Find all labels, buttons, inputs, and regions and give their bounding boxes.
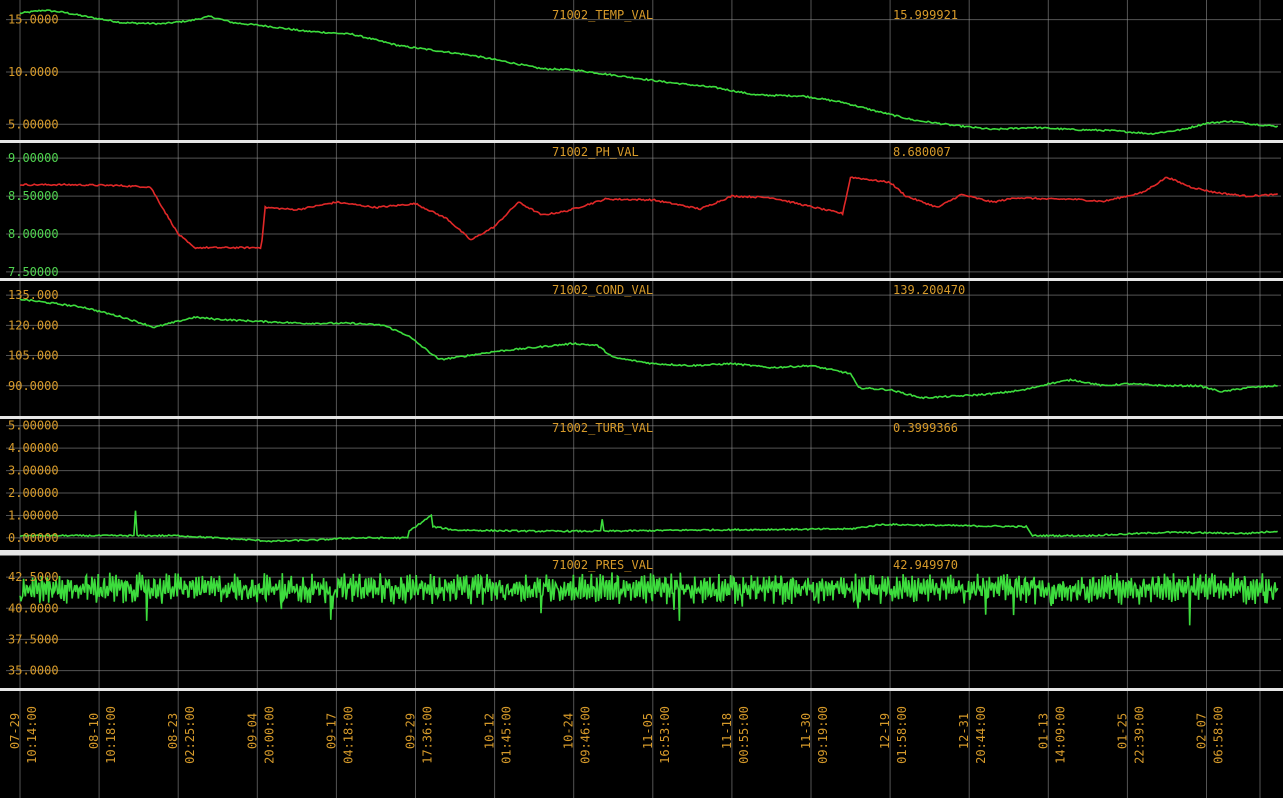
series-line-0	[19, 9, 1279, 136]
series-line-2	[19, 298, 1278, 400]
y-tick-label: 8.00000	[8, 227, 59, 241]
x-tick-time: 06:58:00	[1212, 706, 1226, 764]
y-tick-label: 42.5000	[8, 570, 59, 584]
y-tick-label: 135.000	[8, 288, 59, 302]
x-tick-time: 01:45:00	[500, 706, 514, 764]
panel-title: 71002_PH_VAL	[552, 145, 639, 159]
x-tick-time: 14:09:00	[1053, 706, 1067, 764]
x-tick-time: 02:25:00	[183, 706, 197, 764]
y-tick-label: 9.00000	[8, 151, 59, 165]
y-tick-label: 5.00000	[8, 117, 59, 131]
x-tick-date: 11-18	[720, 713, 734, 749]
y-tick-label: 4.00000	[8, 441, 59, 455]
y-tick-label: 8.50000	[8, 189, 59, 203]
panel-title: 71002_PRES_VAL	[552, 558, 653, 572]
x-tick-date: 09-04	[245, 713, 259, 749]
x-tick-date: 08-10	[87, 713, 101, 749]
x-tick-time: 10:18:00	[104, 706, 118, 764]
series-line-3	[19, 510, 1278, 543]
x-tick-date: 12-19	[878, 713, 892, 749]
panel-title: 71002_TEMP_VAL	[552, 8, 653, 22]
panel-current-value: 42.949970	[893, 558, 958, 572]
x-tick-date: 01-13	[1036, 713, 1050, 749]
x-tick-date: 10-12	[483, 713, 497, 749]
series-line-1	[19, 176, 1278, 250]
y-tick-label: 3.00000	[8, 464, 59, 478]
x-tick-time: 10:14:00	[25, 706, 39, 764]
y-tick-label: 15.0000	[8, 13, 59, 27]
panel-title: 71002_COND_VAL	[552, 283, 653, 297]
y-tick-label: 35.0000	[8, 664, 59, 678]
panel-current-value: 139.200470	[893, 283, 965, 297]
panel-title: 71002_TURB_VAL	[552, 421, 653, 435]
x-tick-date: 12-31	[957, 713, 971, 749]
x-tick-date: 09-29	[404, 713, 418, 749]
x-tick-time: 17:36:00	[421, 706, 435, 764]
y-tick-label: 105.000	[8, 349, 59, 363]
y-tick-label: 37.5000	[8, 632, 59, 646]
y-tick-label: 120.000	[8, 318, 59, 332]
x-tick-date: 01-25	[1115, 713, 1129, 749]
x-tick-time: 09:19:00	[816, 706, 830, 764]
panel-current-value: 0.3999366	[893, 421, 958, 435]
y-tick-label: 7.50000	[8, 265, 59, 279]
y-tick-label: 2.00000	[8, 486, 59, 500]
y-tick-label: 10.0000	[8, 65, 59, 79]
x-tick-time: 00:55:00	[737, 706, 751, 764]
x-tick-time: 01:58:00	[895, 706, 909, 764]
x-tick-date: 11-05	[641, 713, 655, 749]
x-tick-time: 16:53:00	[658, 706, 672, 764]
y-tick-label: 1.00000	[8, 508, 59, 522]
x-tick-date: 08-23	[166, 713, 180, 749]
y-tick-label: 90.0000	[8, 379, 59, 393]
x-tick-time: 09:46:00	[579, 706, 593, 764]
panel-current-value: 15.999921	[893, 8, 958, 22]
x-tick-date: 09-17	[324, 713, 338, 749]
labels-layer: 15.0000 10.0000 5.00000 71002_TEMP_VAL 15.99…	[8, 8, 1226, 764]
series-layer	[19, 9, 1279, 626]
y-tick-label: 40.0000	[8, 601, 59, 615]
y-tick-label: 5.00000	[8, 419, 59, 433]
x-tick-date: 07-29	[8, 713, 22, 749]
x-tick-time: 04:18:00	[341, 706, 355, 764]
x-tick-time: 22:39:00	[1132, 706, 1146, 764]
y-tick-label: 0.00000	[8, 531, 59, 545]
x-tick-time: 20:44:00	[974, 706, 988, 764]
x-tick-time: 20:00:00	[262, 706, 276, 764]
series-line-4	[19, 572, 1279, 626]
x-tick-date: 11-30	[799, 713, 813, 749]
x-tick-date: 10-24	[562, 713, 576, 749]
panel-current-value: 8.680007	[893, 145, 951, 159]
x-tick-date: 02-07	[1195, 713, 1209, 749]
